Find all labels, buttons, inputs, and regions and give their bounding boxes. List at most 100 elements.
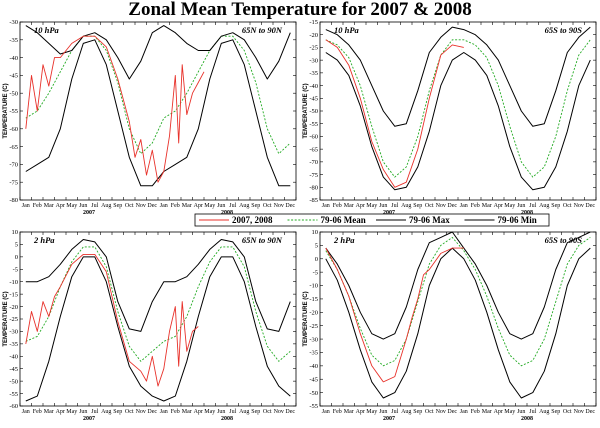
y-tick-label: -15	[309, 296, 318, 303]
y-tick-label: -60	[9, 126, 18, 133]
series-line-2007-2008	[325, 247, 464, 383]
x-year-label: 2008	[221, 416, 233, 422]
x-tick-label: Jul	[229, 203, 236, 209]
x-tick-label: Jul	[229, 409, 236, 415]
x-tick-label: Sep	[551, 203, 560, 209]
y-tick-label: -25	[309, 45, 318, 52]
x-tick-label: Aug	[401, 203, 411, 209]
x-tick-label: Feb	[333, 409, 342, 415]
x-tick-label: Mar	[44, 409, 54, 415]
x-tick-label: Aug	[539, 203, 549, 209]
chart-panel-10hpa-north: -80 -75 -70 -65 -60 -55 -50 -45 -40 -35 -30 TEMPERA…	[3, 19, 297, 216]
x-tick-label: May	[66, 409, 77, 415]
x-tick-label: Mar	[482, 203, 492, 209]
y-tick-label: 0	[15, 254, 18, 261]
x-tick-label: Jul	[391, 203, 398, 209]
x-tick-label: Jun	[217, 203, 225, 209]
series-line-79-06-min	[325, 52, 591, 191]
x-tick-label: Dec	[585, 409, 595, 415]
y-tick-label: -10	[309, 283, 318, 290]
y-tick-label: -45	[309, 95, 318, 102]
x-tick-label: Nov	[574, 409, 584, 415]
x-tick-label: Apr	[494, 409, 503, 415]
x-tick-label: Nov	[274, 409, 284, 415]
x-tick-label: Oct	[425, 409, 434, 415]
y-tick-label: -15	[309, 19, 318, 26]
x-tick-label: Dec	[585, 203, 595, 209]
x-tick-label: Jan	[460, 409, 468, 415]
page-title: Zonal Mean Temperature for 2007 & 2008	[128, 0, 472, 20]
y-tick-label: -15	[9, 291, 18, 298]
plot-frame	[19, 21, 297, 201]
y-tick-label: -45	[309, 376, 318, 383]
x-tick-label: May	[204, 203, 215, 209]
y-axis-label: TEMPERATURE (C)	[303, 83, 309, 138]
y-tick-label: -60	[309, 134, 318, 141]
x-tick-label: Oct	[425, 203, 434, 209]
panel-region-label: 65N to 90N	[242, 235, 283, 245]
x-tick-label: Jan	[22, 409, 30, 415]
x-year-label: 2008	[521, 210, 533, 216]
x-tick-label: Nov	[274, 203, 284, 209]
x-tick-label: Feb	[333, 203, 342, 209]
x-tick-label: Sep	[113, 203, 122, 209]
x-tick-label: Jun	[79, 203, 87, 209]
x-tick-label: Dec	[447, 409, 457, 415]
x-tick-label: Oct	[125, 203, 134, 209]
y-axis-label: TEMPERATURE (C)	[303, 291, 309, 346]
chart-legend: 2007, 2008 79-06 Mean 79-06 Max 79-06 Min	[194, 213, 550, 227]
x-tick-label: Mar	[182, 203, 192, 209]
x-tick-label: Nov	[436, 203, 446, 209]
x-tick-label: Apr	[194, 409, 203, 415]
y-tick-label: -20	[9, 304, 18, 311]
x-tick-label: Apr	[194, 203, 203, 209]
x-tick-label: Jan	[322, 203, 330, 209]
x-year-label: 2007	[383, 210, 395, 216]
x-tick-label: Jul	[91, 203, 98, 209]
panel-level-label: 2 hPa	[33, 235, 55, 245]
x-tick-label: Jul	[391, 409, 398, 415]
y-tick-label: -50	[309, 390, 318, 397]
x-tick-label: Apr	[494, 203, 503, 209]
x-tick-label: May	[66, 203, 77, 209]
x-tick-label: Apr	[56, 409, 65, 415]
x-tick-label: Jun	[517, 203, 525, 209]
x-tick-label: May	[504, 409, 515, 415]
y-tick-label: -75	[9, 179, 18, 186]
series-line-2007-2008	[25, 35, 205, 183]
x-tick-label: Jun	[217, 409, 225, 415]
panel-level-label: 2 hPa	[333, 235, 355, 245]
series-line-2007-2008	[25, 253, 199, 387]
series-line-79-06-min	[25, 39, 291, 187]
x-year-label: 2007	[383, 416, 395, 422]
x-tick-label: Dec	[447, 203, 457, 209]
x-tick-label: Aug	[239, 203, 249, 209]
x-tick-label: Mar	[44, 203, 54, 209]
x-tick-label: Apr	[356, 409, 365, 415]
x-tick-label: Dec	[285, 409, 295, 415]
series-line-79-06-mean	[25, 246, 291, 362]
panel-region-label: 65S to 90S	[545, 235, 583, 245]
y-tick-label: 10	[12, 229, 19, 236]
x-year-label: 2007	[83, 210, 95, 216]
y-tick-label: -75	[309, 172, 318, 179]
x-tick-label: Nov	[136, 203, 146, 209]
series-line-79-06-max	[25, 239, 291, 332]
x-tick-label: Aug	[101, 203, 111, 209]
chart-panel-10hpa-south: -85 -80 -75 -70 -65 -60 -55 -50 -45 -40 -35 -30 -25 -…	[303, 19, 597, 216]
series-line-79-06-mean	[325, 236, 591, 367]
x-tick-label: Dec	[147, 409, 157, 415]
y-tick-label: -55	[309, 403, 318, 410]
y-tick-label: 0	[315, 256, 318, 263]
x-tick-label: Aug	[401, 409, 411, 415]
y-tick-label: -30	[9, 329, 18, 336]
series-line-79-06-max	[25, 25, 291, 80]
x-tick-label: Oct	[563, 203, 572, 209]
x-tick-label: Mar	[482, 409, 492, 415]
y-tick-label: -85	[309, 197, 318, 204]
x-tick-label: Jul	[529, 409, 536, 415]
y-tick-label: -65	[309, 146, 318, 153]
plot-frame	[19, 231, 297, 407]
x-tick-label: Jan	[160, 409, 168, 415]
